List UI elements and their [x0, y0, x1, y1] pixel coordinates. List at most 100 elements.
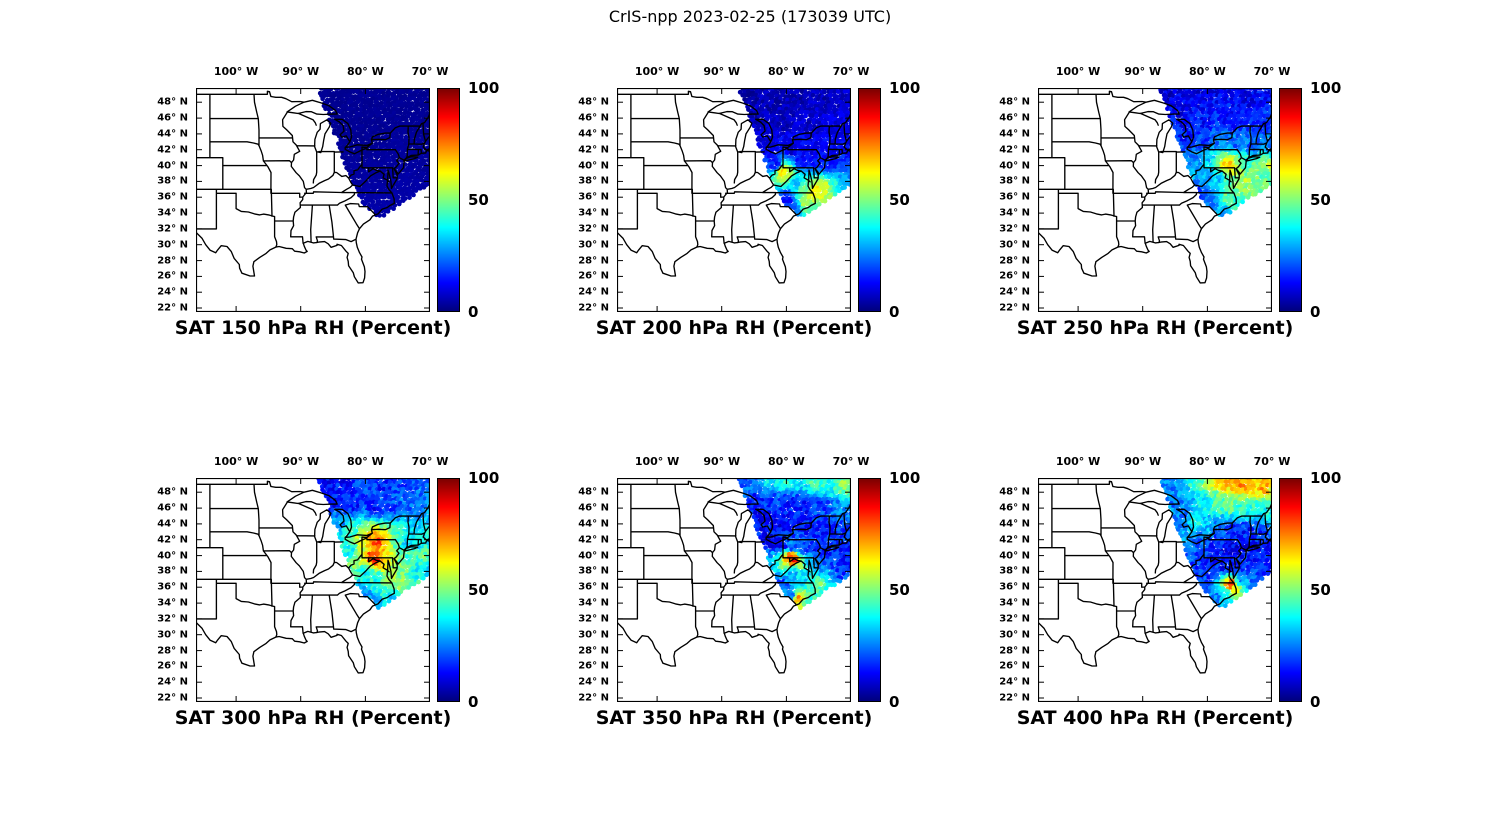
lat-tick-label: 40° N — [157, 550, 188, 562]
panel-title-400hpa: SAT 400 hPa RH (Percent) — [1016, 707, 1294, 729]
state-boundaries-map — [617, 88, 851, 312]
lon-tick-label: 90° W — [282, 65, 320, 78]
lat-tick-label: 42° N — [999, 144, 1030, 156]
panel-300hpa: 100° W 90° W 80° W 70° W 48° N 46° N 44° N 42°… — [126, 444, 540, 746]
lat-tick-label: 28° N — [157, 255, 188, 267]
lat-tick-label: 48° N — [999, 486, 1030, 498]
colorbar — [858, 478, 881, 702]
colorbar-tick-100: 100 — [468, 79, 500, 97]
lat-tick-label: 48° N — [157, 486, 188, 498]
lat-tick-label: 44° N — [157, 518, 188, 530]
colorbar-tick-100: 100 — [468, 469, 500, 487]
lat-tick-label: 46° N — [157, 502, 188, 514]
lat-tick-label: 30° N — [157, 629, 188, 641]
lat-tick-label: 40° N — [157, 160, 188, 172]
lat-tick-label: 22° N — [999, 692, 1030, 704]
lon-axis-labels: 100° W 90° W 80° W 70° W — [617, 455, 870, 471]
lat-tick-label: 48° N — [578, 96, 609, 108]
lat-tick-label: 48° N — [999, 96, 1030, 108]
colorbar-tick-0: 0 — [1310, 693, 1321, 711]
lat-tick-label: 26° N — [999, 270, 1030, 282]
colorbar-labels: 100 50 0 — [1310, 79, 1360, 321]
lon-tick-label: 90° W — [703, 65, 741, 78]
state-boundaries-map — [1038, 478, 1272, 702]
lat-tick-label: 24° N — [578, 676, 609, 688]
lon-tick-label: 100° W — [1055, 65, 1101, 78]
lat-tick-label: 26° N — [999, 660, 1030, 672]
lat-tick-label: 46° N — [578, 502, 609, 514]
colorbar-tick-0: 0 — [889, 693, 900, 711]
colorbar-tick-100: 100 — [889, 469, 921, 487]
lat-tick-label: 38° N — [999, 175, 1030, 187]
colorbar-tick-50: 50 — [468, 581, 489, 599]
lat-tick-label: 26° N — [157, 270, 188, 282]
lat-tick-label: 22° N — [578, 302, 609, 314]
lat-tick-label: 36° N — [999, 191, 1030, 203]
lat-tick-label: 38° N — [999, 565, 1030, 577]
lon-tick-label: 100° W — [634, 65, 680, 78]
lat-tick-label: 32° N — [157, 223, 188, 235]
rh-scatter-canvas — [1038, 478, 1272, 702]
map-250hpa — [1038, 88, 1272, 312]
colorbar-tick-50: 50 — [468, 191, 489, 209]
lat-tick-label: 38° N — [578, 175, 609, 187]
map-400hpa — [1038, 478, 1272, 702]
lat-tick-label: 42° N — [157, 144, 188, 156]
panel-title-300hpa: SAT 300 hPa RH (Percent) — [174, 707, 452, 729]
lon-tick-label: 70° W — [1253, 455, 1291, 468]
lat-tick-label: 40° N — [578, 160, 609, 172]
colorbar-tick-50: 50 — [1310, 581, 1331, 599]
lon-tick-label: 80° W — [1188, 455, 1226, 468]
lon-axis-labels: 100° W 90° W 80° W 70° W — [196, 455, 449, 471]
lat-tick-label: 30° N — [578, 239, 609, 251]
lat-tick-label: 32° N — [578, 613, 609, 625]
lon-tick-label: 100° W — [213, 65, 259, 78]
lon-axis-labels: 100° W 90° W 80° W 70° W — [1038, 65, 1291, 81]
lat-tick-label: 34° N — [999, 597, 1030, 609]
colorbar-labels: 100 50 0 — [468, 79, 518, 321]
state-boundaries-map — [196, 478, 430, 702]
lat-tick-label: 46° N — [999, 502, 1030, 514]
lat-tick-label: 28° N — [999, 255, 1030, 267]
lat-tick-label: 30° N — [157, 239, 188, 251]
colorbar-tick-50: 50 — [889, 581, 910, 599]
panel-title-150hpa: SAT 150 hPa RH (Percent) — [174, 317, 452, 339]
lat-tick-label: 34° N — [578, 207, 609, 219]
colorbar — [1279, 88, 1302, 312]
colorbar-tick-0: 0 — [468, 303, 479, 321]
lat-tick-label: 22° N — [157, 302, 188, 314]
lon-axis-labels: 100° W 90° W 80° W 70° W — [196, 65, 449, 81]
lat-tick-label: 44° N — [578, 128, 609, 140]
colorbar-tick-50: 50 — [1310, 191, 1331, 209]
lat-tick-label: 26° N — [578, 270, 609, 282]
map-150hpa — [196, 88, 430, 312]
lat-tick-label: 48° N — [578, 486, 609, 498]
lat-tick-label: 24° N — [157, 286, 188, 298]
map-200hpa — [617, 88, 851, 312]
lat-tick-label: 26° N — [157, 660, 188, 672]
lat-tick-label: 30° N — [578, 629, 609, 641]
panel-350hpa: 100° W 90° W 80° W 70° W 48° N 46° N 44° N 42°… — [547, 444, 961, 746]
lat-axis-labels: 48° N 46° N 44° N 42° N 40° N 38° N 36° N 34° N… — [126, 88, 192, 314]
colorbar-tick-100: 100 — [889, 79, 921, 97]
lat-axis-labels: 48° N 46° N 44° N 42° N 40° N 38° N 36° N 34° N… — [547, 88, 613, 314]
colorbar — [437, 478, 460, 702]
lat-tick-label: 36° N — [999, 581, 1030, 593]
lat-tick-label: 26° N — [578, 660, 609, 672]
lat-tick-label: 48° N — [157, 96, 188, 108]
lat-tick-label: 22° N — [578, 692, 609, 704]
panel-250hpa: 100° W 90° W 80° W 70° W 48° N 46° N 44° N 42°… — [968, 54, 1382, 356]
colorbar-labels: 100 50 0 — [1310, 469, 1360, 711]
lat-tick-label: 44° N — [999, 128, 1030, 140]
lat-tick-label: 36° N — [578, 581, 609, 593]
lon-tick-label: 70° W — [411, 455, 449, 468]
colorbar-labels: 100 50 0 — [889, 469, 939, 711]
lat-tick-label: 22° N — [157, 692, 188, 704]
lon-tick-label: 70° W — [832, 455, 870, 468]
colorbar-tick-0: 0 — [1310, 303, 1321, 321]
lat-tick-label: 38° N — [578, 565, 609, 577]
lat-tick-label: 28° N — [157, 645, 188, 657]
lat-tick-label: 42° N — [157, 534, 188, 546]
colorbar-tick-0: 0 — [889, 303, 900, 321]
